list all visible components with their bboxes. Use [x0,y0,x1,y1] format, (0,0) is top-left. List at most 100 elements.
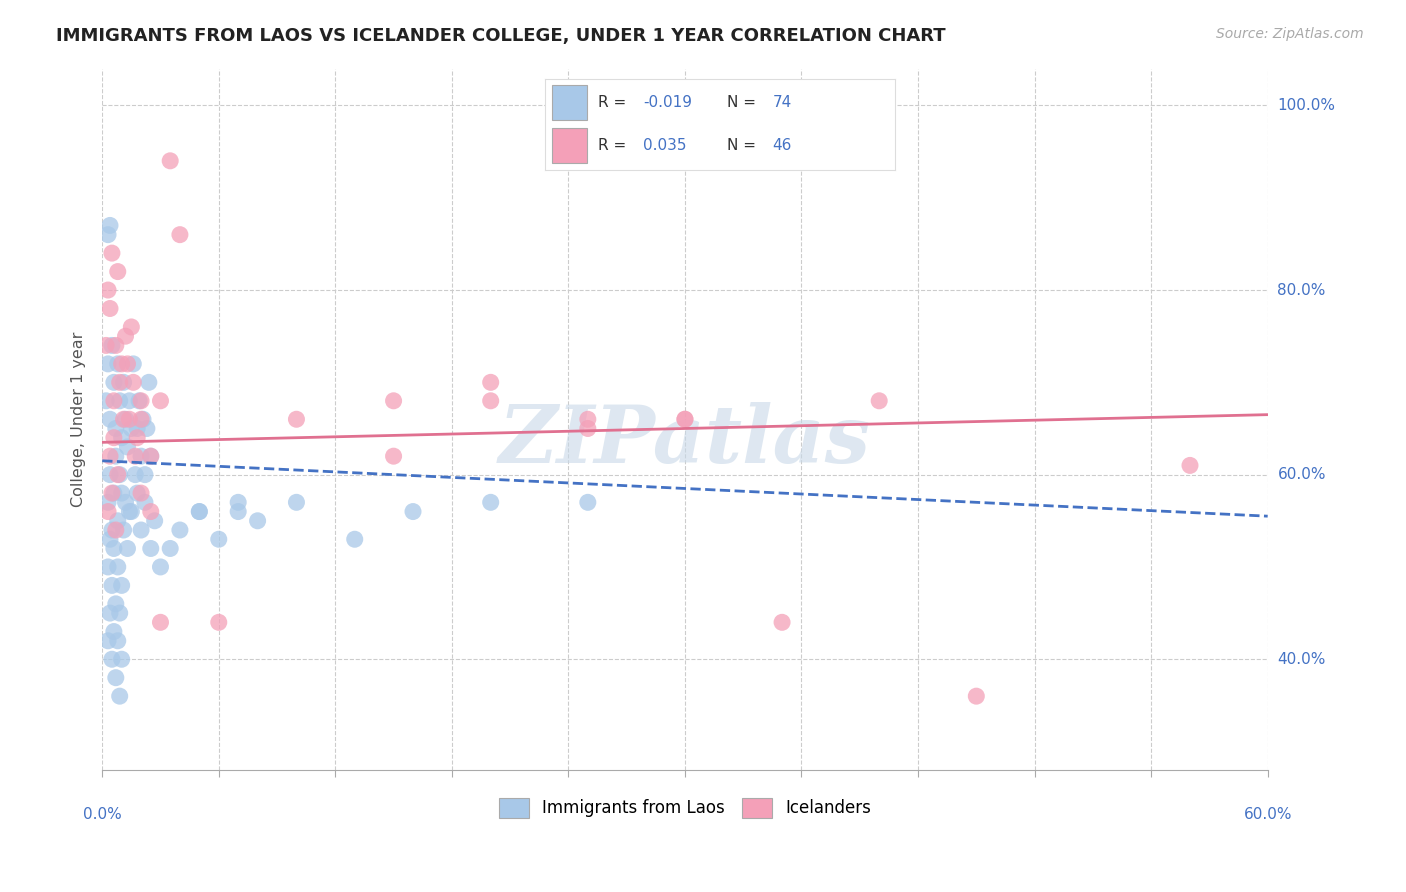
Point [98,449,121,463]
Point [285,412,308,426]
Point [134,495,156,509]
Point [127,486,149,500]
Point [208,533,231,547]
Point [226,495,249,509]
Point [149,560,172,574]
Point [104,597,127,611]
Text: ZIPatlas: ZIPatlas [499,401,870,479]
Point [149,393,172,408]
Point [114,329,136,343]
Point [382,449,405,463]
Point [118,412,141,426]
Point [101,523,124,537]
Point [94,338,117,352]
Text: 0.0%: 0.0% [83,807,121,822]
Point [129,523,152,537]
Point [1178,458,1201,473]
Point [118,504,141,518]
Point [127,421,149,435]
Point [188,504,211,518]
Point [98,219,121,233]
Point [112,412,135,426]
Text: Source: ZipAtlas.com: Source: ZipAtlas.com [1216,27,1364,41]
Point [114,495,136,509]
Point [402,504,425,518]
Point [98,301,121,316]
Point [104,671,127,685]
Point [103,624,125,639]
Point [128,393,150,408]
Point [111,578,134,592]
Point [117,357,139,371]
Point [226,504,249,518]
Text: IMMIGRANTS FROM LAOS VS ICELANDER COLLEGE, UNDER 1 YEAR CORRELATION CHART: IMMIGRANTS FROM LAOS VS ICELANDER COLLEG… [56,27,946,45]
Point [117,541,139,556]
Point [107,357,129,371]
Point [139,449,162,463]
Point [107,264,129,278]
Text: 60.0%: 60.0% [1278,467,1326,483]
Point [129,449,152,463]
Point [188,504,211,518]
Point [101,578,124,592]
Point [208,615,231,630]
Point [122,357,145,371]
Point [97,283,120,297]
Point [129,412,152,426]
Point [576,412,599,426]
Point [149,615,172,630]
Point [98,467,121,482]
Point [139,541,162,556]
Point [97,227,120,242]
Point [159,153,181,168]
Point [108,467,131,482]
Point [112,523,135,537]
Point [120,421,142,435]
Point [97,357,120,371]
Point [114,412,136,426]
Point [107,633,129,648]
Point [135,421,157,435]
Point [111,431,134,445]
Point [139,449,162,463]
Point [94,393,117,408]
Point [103,486,125,500]
Point [143,514,166,528]
Point [97,633,120,648]
Point [343,533,366,547]
Point [117,440,139,454]
Point [124,467,146,482]
Text: 60.0%: 60.0% [1243,807,1292,822]
Point [98,533,121,547]
Point [103,541,125,556]
Point [129,393,152,408]
Point [101,486,124,500]
Point [770,615,793,630]
Point [132,412,155,426]
Point [108,606,131,620]
Point [868,393,890,408]
Point [673,412,696,426]
Point [107,514,129,528]
Text: 100.0%: 100.0% [1278,98,1336,113]
Point [108,689,131,703]
Text: 80.0%: 80.0% [1278,283,1326,298]
Point [139,504,162,518]
Point [673,412,696,426]
Point [122,376,145,390]
Point [104,449,127,463]
Point [107,560,129,574]
Y-axis label: College, Under 1 year: College, Under 1 year [72,332,86,507]
Point [97,495,120,509]
Point [107,467,129,482]
Point [97,560,120,574]
Point [108,376,131,390]
Point [104,421,127,435]
Point [169,227,191,242]
Point [129,486,152,500]
Text: 40.0%: 40.0% [1278,652,1326,666]
Point [103,431,125,445]
Point [101,246,124,260]
Point [103,393,125,408]
Point [111,486,134,500]
